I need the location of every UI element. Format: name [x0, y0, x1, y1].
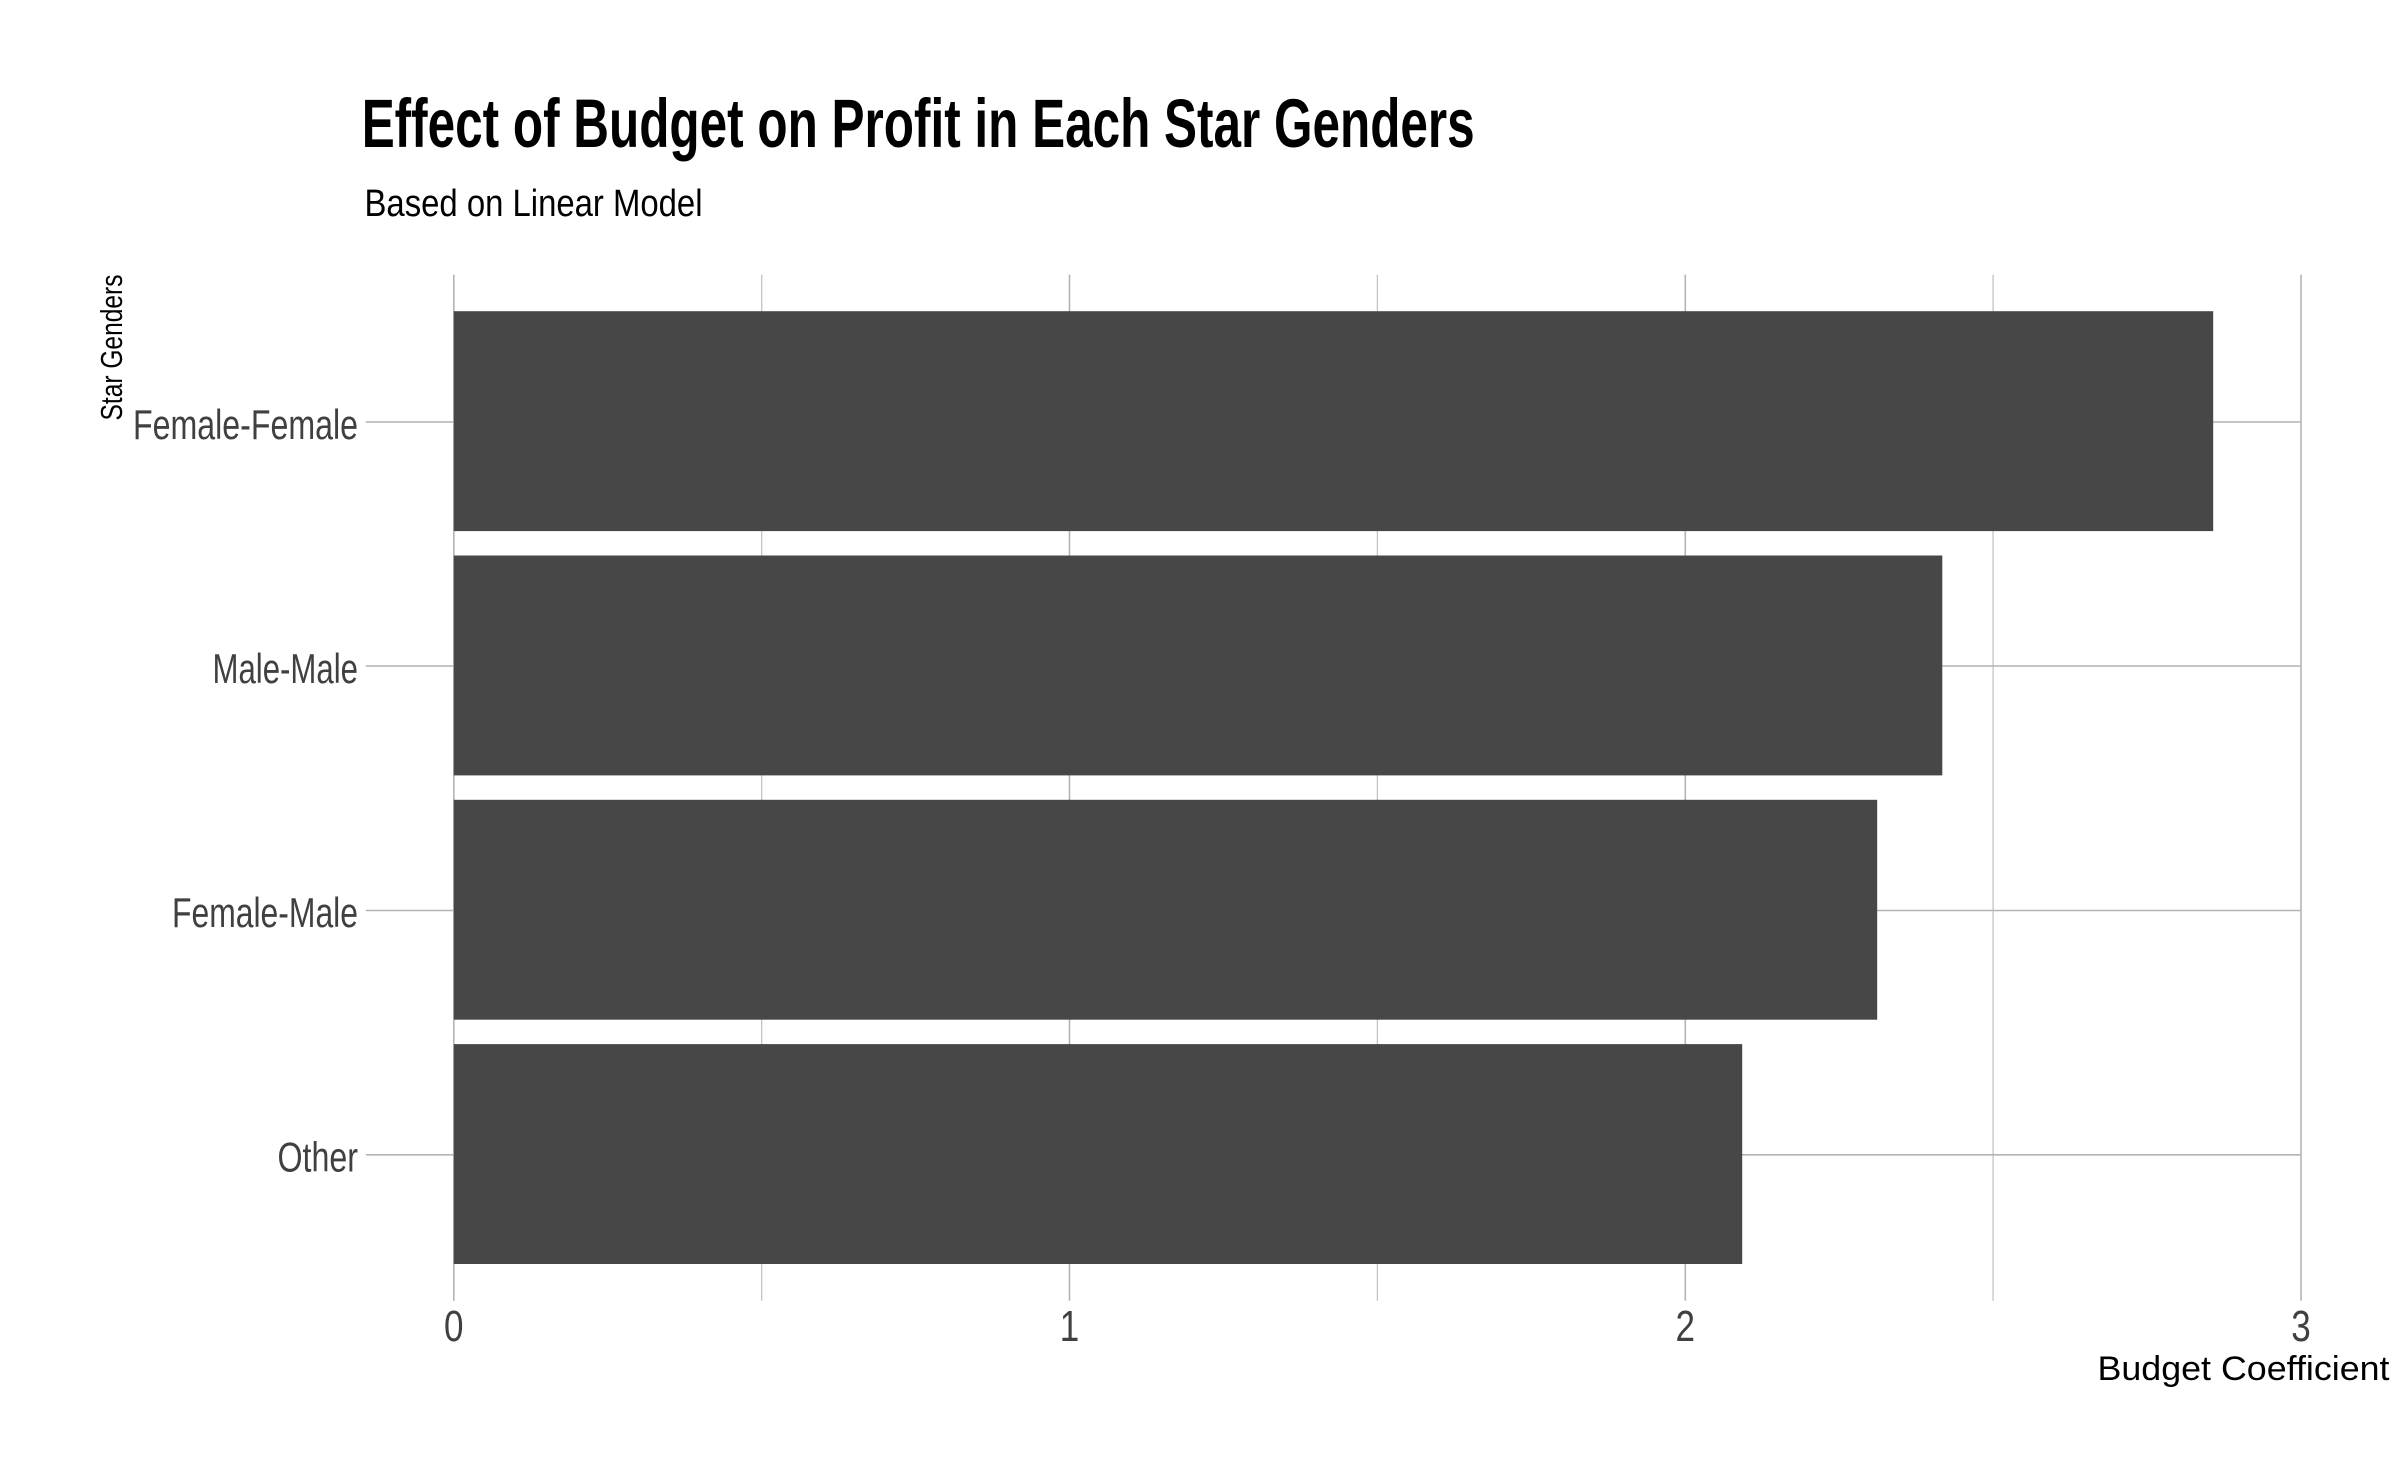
svg-text:Star Genders: Star Genders	[95, 275, 129, 421]
svg-text:Budget Coefficient: Budget Coefficient	[2098, 1350, 2391, 1388]
svg-text:Other: Other	[278, 1134, 359, 1181]
svg-text:3: 3	[2291, 1302, 2311, 1351]
svg-text:0: 0	[444, 1302, 464, 1351]
svg-text:Based on Linear Model: Based on Linear Model	[365, 182, 703, 224]
svg-text:Male-Male: Male-Male	[213, 645, 359, 692]
svg-text:Female-Male: Female-Male	[172, 889, 358, 936]
svg-text:1: 1	[1060, 1302, 1080, 1351]
svg-text:2: 2	[1676, 1302, 1696, 1351]
svg-text:Effect of Budget on Profit in: Effect of Budget on Profit in Each Star …	[362, 85, 1475, 162]
svg-text:Female-Female: Female-Female	[133, 401, 358, 448]
